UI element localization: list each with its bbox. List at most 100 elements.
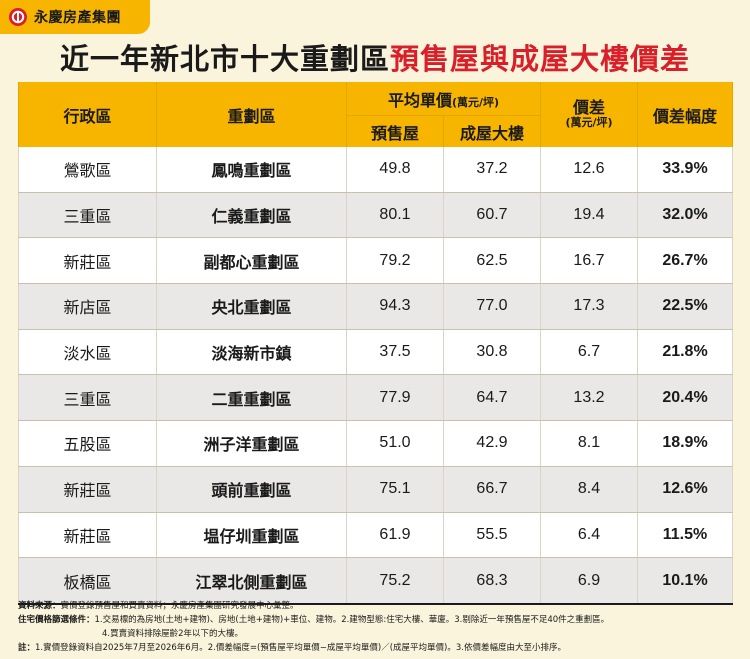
note-criteria-line2: 4.買賣資料排除屋齡2年以下的大樓。 <box>102 629 244 639</box>
table-row: 三重區 二重重劃區 77.9 64.7 13.2 20.4% <box>18 374 733 422</box>
brand-name: 永慶房產集團 <box>34 10 121 26</box>
cell-pct: 26.7% <box>637 237 733 285</box>
footnotes: 資料來源：實價登錄預售屋和買賣資料；永慶房產集團研究發展中心彙整。 住宅價格篩選… <box>18 599 732 655</box>
table-body: 鶯歌區 鳳鳴重劃區 49.8 37.2 12.6 33.9% 三重區 仁義重劃區 80.1 60.… <box>18 147 733 605</box>
cell-presale: 94.3 <box>346 283 444 330</box>
cell-diff: 8.1 <box>540 420 638 467</box>
cell-district: 鶯歌區 <box>18 147 157 193</box>
header-avg-price-label: 平均單價 <box>387 90 452 110</box>
cell-zone: 塭仔圳重劃區 <box>156 512 347 559</box>
table-row: 新莊區 副都心重劃區 79.2 62.5 16.7 26.7% <box>18 237 733 285</box>
table-row: 新店區 央北重劃區 94.3 77.0 17.3 22.5% <box>18 283 733 330</box>
table-row: 板橋區 江翠北側重劃區 75.2 68.3 6.9 10.1% <box>18 557 733 605</box>
header-zone: 重劃區 <box>156 82 347 147</box>
header-diff-unit: (萬元/坪) <box>565 116 613 130</box>
cell-existing: 66.7 <box>443 466 541 513</box>
cell-diff: 19.4 <box>540 192 638 239</box>
cell-presale: 77.9 <box>346 374 444 422</box>
cell-pct: 20.4% <box>637 374 733 422</box>
cell-zone: 鳳鳴重劃區 <box>156 147 347 193</box>
cell-district: 板橋區 <box>18 557 157 605</box>
price-table-container: 行政區 重劃區 平均單價(萬元/坪) 價差 (萬元/坪) 價差幅度 預售屋 成屋… <box>18 82 733 605</box>
note-source-label: 資料來源： <box>18 601 61 611</box>
cell-presale: 61.9 <box>346 512 444 559</box>
brand-logo-icon <box>8 7 28 27</box>
cell-district: 新店區 <box>18 283 157 330</box>
cell-presale: 79.2 <box>346 237 444 285</box>
table-row: 淡水區 淡海新市鎮 37.5 30.8 6.7 21.8% <box>18 329 733 376</box>
header-diff-label: 價差 <box>572 97 605 117</box>
page-title: 近一年新北市十大重劃區預售屋與成屋大樓價差 <box>0 36 750 78</box>
cell-existing: 42.9 <box>443 420 541 467</box>
cell-existing: 77.0 <box>443 283 541 330</box>
cell-district: 三重區 <box>18 374 157 422</box>
cell-existing: 68.3 <box>443 557 541 605</box>
note-remark-text: 1.實價登錄資料自2025年7月至2026年6月。2.價差幅度=(預售屋平均單價… <box>35 643 566 653</box>
note-remark-label: 註： <box>18 643 36 653</box>
cell-diff: 12.6 <box>540 147 638 193</box>
cell-pct: 10.1% <box>637 557 733 605</box>
note-criteria-line1: 1.交易標的為房地(土地+建物)、房地(土地+建物)+車位、建物。2.建物型態:… <box>94 615 610 625</box>
note-source-text: 實價登錄預售屋和買賣資料；永慶房產集團研究發展中心彙整。 <box>60 601 299 611</box>
cell-zone: 副都心重劃區 <box>156 237 347 285</box>
cell-district: 新莊區 <box>18 466 157 513</box>
cell-existing: 37.2 <box>443 147 541 193</box>
cell-pct: 33.9% <box>637 147 733 193</box>
note-source: 資料來源：實價登錄預售屋和買賣資料；永慶房產集團研究發展中心彙整。 <box>18 599 732 613</box>
cell-district: 淡水區 <box>18 329 157 376</box>
cell-district: 五股區 <box>18 420 157 467</box>
cell-diff: 6.9 <box>540 557 638 605</box>
cell-diff: 8.4 <box>540 466 638 513</box>
cell-zone: 淡海新市鎮 <box>156 329 347 376</box>
table-row: 新莊區 塭仔圳重劃區 61.9 55.5 6.4 11.5% <box>18 512 733 559</box>
cell-pct: 22.5% <box>637 283 733 330</box>
cell-district: 三重區 <box>18 192 157 239</box>
cell-diff: 6.4 <box>540 512 638 559</box>
cell-pct: 11.5% <box>637 512 733 559</box>
cell-presale: 51.0 <box>346 420 444 467</box>
header-pct: 價差幅度 <box>637 82 733 147</box>
cell-presale: 49.8 <box>346 147 444 193</box>
cell-zone: 江翠北側重劃區 <box>156 557 347 605</box>
cell-zone: 仁義重劃區 <box>156 192 347 239</box>
cell-pct: 18.9% <box>637 420 733 467</box>
note-remark: 註：1.實價登錄資料自2025年7月至2026年6月。2.價差幅度=(預售屋平均… <box>18 641 732 655</box>
price-table: 行政區 重劃區 平均單價(萬元/坪) 價差 (萬元/坪) 價差幅度 預售屋 成屋… <box>18 82 733 605</box>
cell-diff: 13.2 <box>540 374 638 422</box>
header-diff: 價差 (萬元/坪) <box>540 82 638 147</box>
cell-presale: 80.1 <box>346 192 444 239</box>
note-criteria-label: 住宅價格篩選條件： <box>18 615 95 625</box>
cell-diff: 6.7 <box>540 329 638 376</box>
cell-presale: 37.5 <box>346 329 444 376</box>
cell-existing: 30.8 <box>443 329 541 376</box>
cell-diff: 16.7 <box>540 237 638 285</box>
cell-district: 新莊區 <box>18 512 157 559</box>
header-district: 行政區 <box>18 82 157 147</box>
cell-zone: 央北重劃區 <box>156 283 347 330</box>
cell-district: 新莊區 <box>18 237 157 285</box>
table-row: 新莊區 頭前重劃區 75.1 66.7 8.4 12.6% <box>18 466 733 513</box>
cell-zone: 二重重劃區 <box>156 374 347 422</box>
cell-pct: 32.0% <box>637 192 733 239</box>
table-row: 三重區 仁義重劃區 80.1 60.7 19.4 32.0% <box>18 192 733 239</box>
cell-existing: 64.7 <box>443 374 541 422</box>
header-avg-price-unit: (萬元/坪) <box>451 95 500 109</box>
table-row: 鶯歌區 鳳鳴重劃區 49.8 37.2 12.6 33.9% <box>18 147 733 193</box>
cell-existing: 60.7 <box>443 192 541 239</box>
cell-zone: 洲子洋重劃區 <box>156 420 347 467</box>
header-avg-price: 平均單價(萬元/坪) <box>346 82 541 116</box>
cell-pct: 12.6% <box>637 466 733 513</box>
cell-presale: 75.1 <box>346 466 444 513</box>
table-row: 五股區 洲子洋重劃區 51.0 42.9 8.1 18.9% <box>18 420 733 467</box>
note-criteria: 住宅價格篩選條件：1.交易標的為房地(土地+建物)、房地(土地+建物)+車位、建… <box>18 613 732 627</box>
cell-presale: 75.2 <box>346 557 444 605</box>
title-part1: 近一年新北市十大重劃區 <box>59 42 390 76</box>
brand-badge: 永慶房產集團 <box>0 0 150 34</box>
cell-existing: 62.5 <box>443 237 541 285</box>
cell-existing: 55.5 <box>443 512 541 559</box>
cell-pct: 21.8% <box>637 329 733 376</box>
cell-diff: 17.3 <box>540 283 638 330</box>
header-existing: 成屋大樓 <box>443 115 541 147</box>
title-part2: 預售屋與成屋大樓價差 <box>390 42 691 76</box>
header-presale: 預售屋 <box>346 115 444 147</box>
